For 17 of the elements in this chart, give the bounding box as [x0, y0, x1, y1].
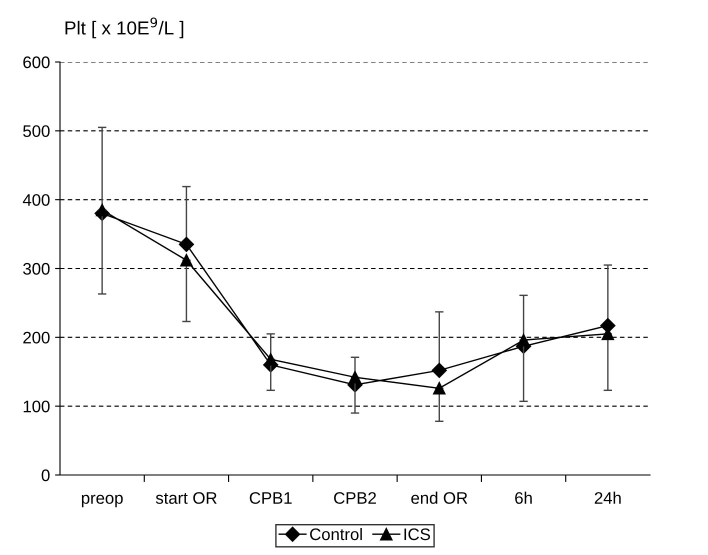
y-tick-label: 100: [24, 400, 50, 412]
y-tick-label: 200: [23, 332, 50, 344]
x-tick-label: CPB1: [250, 492, 292, 504]
x-tick-label: 6h: [515, 492, 532, 504]
legend-label: ICS: [404, 528, 430, 540]
x-tick-label: start OR: [156, 492, 217, 504]
y-tick-label: 0: [42, 469, 50, 482]
y-tick-label: 600: [23, 56, 50, 68]
y-axis-title: Plt [ x 10E$^{9}$/L ]: [66, 18, 184, 38]
y-tick-label: 300: [23, 262, 50, 275]
x-tick-label: preop: [82, 494, 123, 508]
x-tick-label: end OR: [411, 492, 468, 504]
x-tick-label: 24h: [594, 492, 621, 504]
x-tick-label: CPB2: [334, 492, 376, 504]
legend-label: Control: [310, 528, 362, 540]
y-tick-label: 500: [23, 125, 50, 138]
y-tick-label: 400: [22, 194, 50, 206]
